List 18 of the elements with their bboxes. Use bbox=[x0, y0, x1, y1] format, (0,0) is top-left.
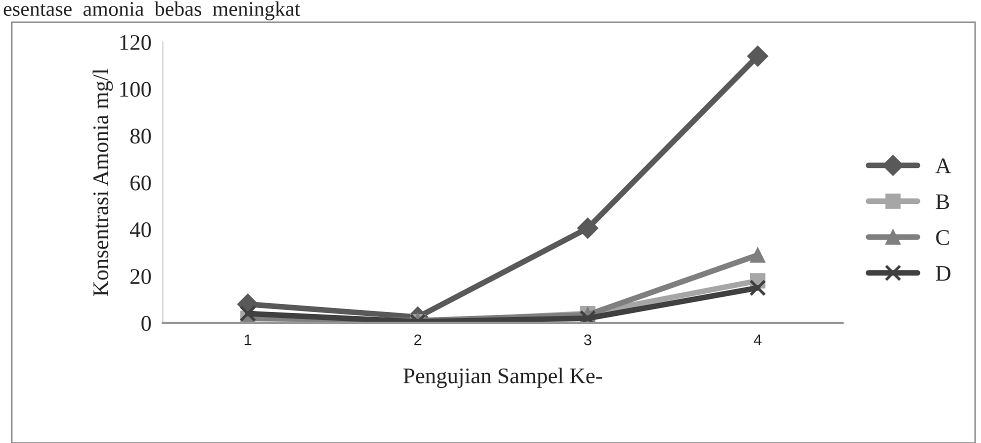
y-tick-label: 40 bbox=[130, 222, 151, 238]
text: esentase amonia bebas meningkat bbox=[4, 1, 300, 20]
x-tick-label: 1 bbox=[244, 334, 252, 346]
legend-label: C bbox=[936, 230, 949, 246]
x-tick-label: 2 bbox=[414, 334, 422, 346]
x-tick-label: 3 bbox=[584, 334, 592, 346]
x-axis-title: Pengujian Sampel Ke- bbox=[403, 368, 602, 388]
y-axis-title: Konsentrasi Amonia mg/l bbox=[92, 68, 113, 296]
y-tick-label: 60 bbox=[130, 175, 151, 190]
y-tick-label: 80 bbox=[130, 128, 151, 144]
x-tick-label: 4 bbox=[754, 334, 762, 346]
legend-label: A bbox=[935, 158, 952, 174]
y-tick-label: 100 bbox=[120, 82, 151, 97]
y-tick-label: 0 bbox=[141, 316, 151, 331]
legend-label: B bbox=[936, 194, 949, 210]
y-tick-label: 20 bbox=[130, 269, 151, 284]
y-tick-label: 120 bbox=[120, 35, 151, 50]
legend-label: D bbox=[936, 266, 950, 281]
